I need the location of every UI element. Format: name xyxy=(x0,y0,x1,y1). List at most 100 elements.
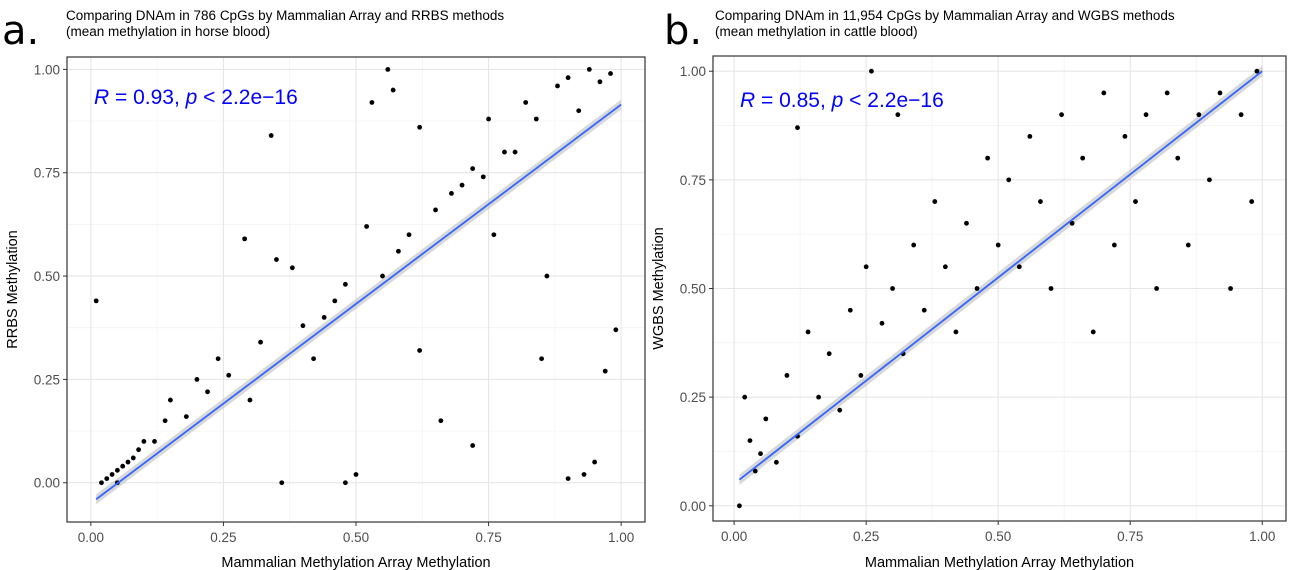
data-point xyxy=(805,329,811,335)
panel-b: b. Comparing DNAm in 11,954 CpGs by Mamm… xyxy=(651,8,1287,570)
panel-a-fit-line xyxy=(95,103,622,500)
y-tick-label: 0.00 xyxy=(34,476,60,491)
x-tick-label: 0.50 xyxy=(985,529,1011,544)
data-point xyxy=(459,182,465,188)
regression-line xyxy=(738,70,1263,481)
y-tick-label: 0.75 xyxy=(34,166,60,181)
data-point xyxy=(752,468,758,474)
panel-a-stat-p: p xyxy=(185,86,198,109)
panel-a-label: a. xyxy=(2,8,39,54)
data-point xyxy=(1059,112,1064,118)
data-point xyxy=(449,191,454,196)
x-tick-label: 0.25 xyxy=(853,529,879,544)
panel-b-grid xyxy=(713,56,1286,521)
data-point xyxy=(104,476,110,481)
data-point xyxy=(486,116,491,122)
data-point xyxy=(353,472,359,477)
data-point xyxy=(364,224,370,229)
data-point xyxy=(1154,286,1160,291)
panel-b-fit-line xyxy=(738,70,1263,481)
y-tick-label: 0.75 xyxy=(680,173,706,188)
data-point xyxy=(523,100,529,105)
data-point xyxy=(242,236,248,242)
panel-a-stat-pvalue: < 2.2e−16 xyxy=(197,86,297,109)
data-point xyxy=(784,373,790,378)
data-point xyxy=(279,480,285,486)
data-point xyxy=(470,166,476,172)
panel-a-y-axis-label: RRBS Methylation xyxy=(5,230,21,348)
data-point xyxy=(763,416,769,422)
panel-b-subtitle: (mean methylation in cattle blood) xyxy=(715,24,918,39)
panel-a-stat-label: R = 0.93, p < 2.2e−16 xyxy=(94,86,298,109)
data-point xyxy=(396,248,401,254)
data-point xyxy=(342,281,348,287)
data-point xyxy=(1207,177,1212,183)
data-point xyxy=(114,467,120,473)
data-point xyxy=(120,463,126,469)
data-point xyxy=(512,149,518,155)
data-point xyxy=(1143,112,1149,118)
y-tick-label: 0.50 xyxy=(34,269,60,284)
data-point xyxy=(592,459,598,465)
data-point xyxy=(1090,329,1096,335)
data-point xyxy=(1175,155,1181,161)
data-point xyxy=(152,439,157,444)
data-point xyxy=(1016,264,1022,270)
data-point xyxy=(1133,199,1138,204)
data-point xyxy=(470,443,476,448)
data-point xyxy=(480,174,486,180)
panel-b-points xyxy=(737,68,1260,509)
panel-a-x-axis-label: Mammalian Methylation Array Methylation xyxy=(221,555,490,570)
data-point xyxy=(258,339,263,345)
y-tick-label: 0.00 xyxy=(680,499,706,514)
data-point xyxy=(1069,220,1075,226)
panel-a-stat-r: R xyxy=(94,86,109,109)
data-point xyxy=(565,75,571,81)
data-point xyxy=(773,459,779,465)
data-point xyxy=(1185,242,1191,248)
data-point xyxy=(1111,242,1117,248)
data-point xyxy=(602,368,608,374)
data-point xyxy=(125,459,131,465)
data-point xyxy=(274,257,279,262)
data-point xyxy=(215,356,221,362)
data-point xyxy=(533,116,539,122)
x-tick-label: 0.00 xyxy=(78,530,104,545)
data-point xyxy=(895,112,901,118)
panel-b-x-axis-label: Mammalian Methylation Array Methylation xyxy=(865,555,1134,570)
data-point xyxy=(974,286,980,291)
data-point xyxy=(1249,199,1255,204)
data-point xyxy=(321,315,327,320)
regression-line xyxy=(95,103,622,500)
data-point xyxy=(433,207,438,213)
data-point xyxy=(555,83,560,89)
data-point xyxy=(226,372,232,378)
data-point xyxy=(162,418,168,424)
data-point xyxy=(863,264,869,270)
data-point xyxy=(953,329,959,335)
data-point xyxy=(539,356,544,362)
data-point xyxy=(380,273,385,279)
data-point xyxy=(581,472,587,477)
data-point xyxy=(742,394,748,400)
data-point xyxy=(1080,155,1086,161)
data-point xyxy=(985,155,991,161)
data-point xyxy=(879,320,885,326)
data-point xyxy=(795,125,800,131)
data-point xyxy=(183,414,189,419)
panel-a-subtitle: (mean methylation in horse blood) xyxy=(66,24,270,39)
data-point xyxy=(1048,286,1054,291)
data-point xyxy=(406,232,412,238)
data-point xyxy=(1101,90,1107,96)
panel-b-x-ticks: 0.00 0.25 0.50 0.75 1.00 xyxy=(721,521,1275,544)
data-point xyxy=(247,397,253,403)
data-point xyxy=(1217,90,1223,96)
data-point xyxy=(1164,90,1170,96)
data-point xyxy=(289,265,295,271)
data-point xyxy=(608,71,613,76)
data-point xyxy=(311,356,316,362)
data-point xyxy=(586,67,592,72)
x-tick-label: 1.00 xyxy=(608,530,634,545)
data-point xyxy=(964,220,969,226)
